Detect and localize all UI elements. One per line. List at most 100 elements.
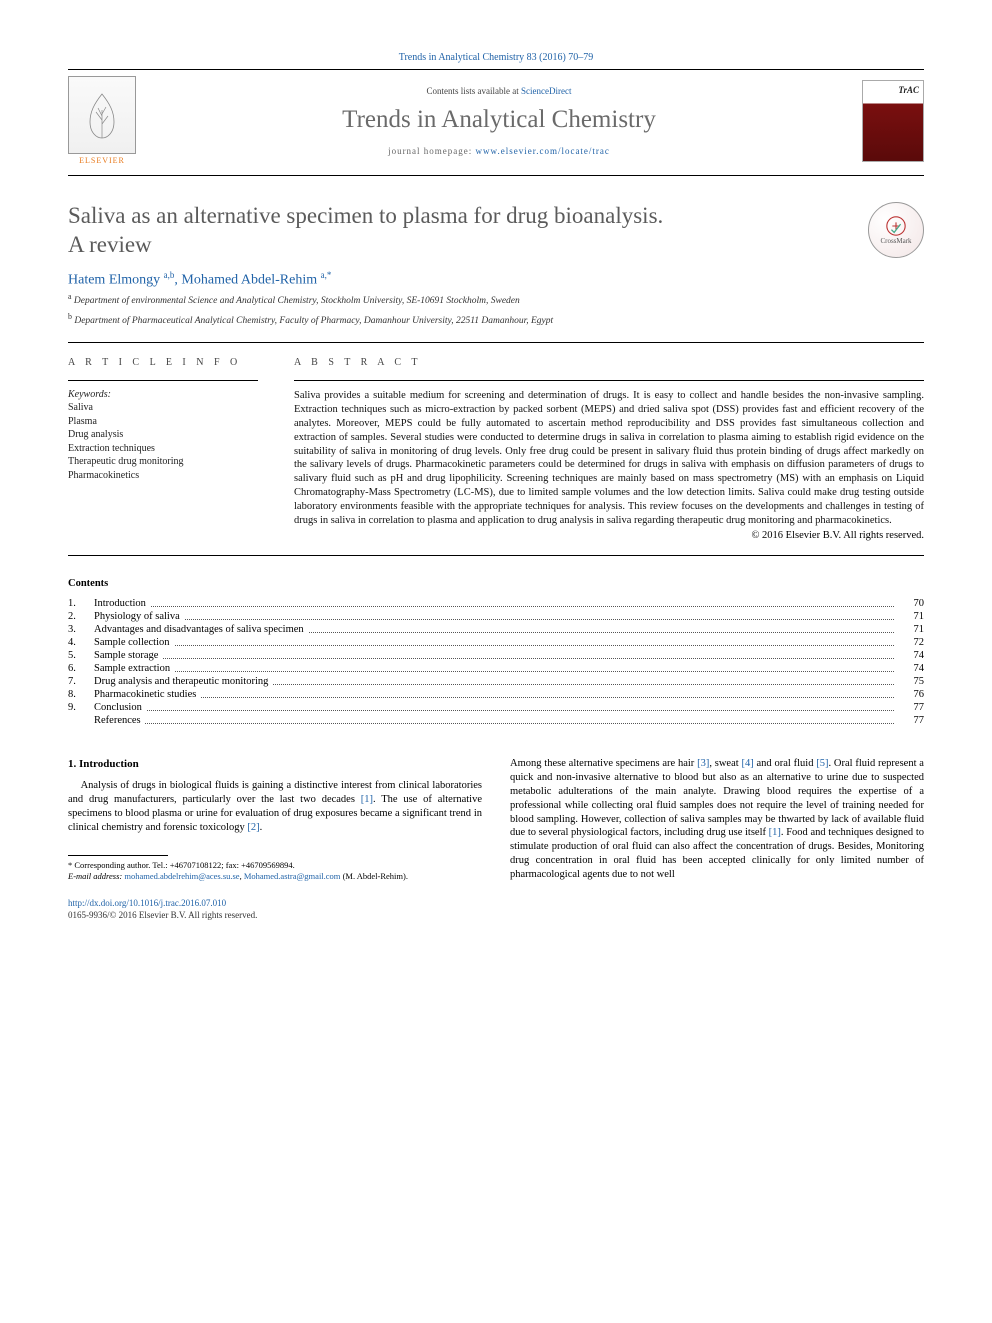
author-list: Hatem Elmongy a,b, Mohamed Abdel-Rehim a… (68, 270, 924, 289)
article-info-head: A R T I C L E I N F O (68, 357, 258, 368)
rule-top (68, 342, 924, 343)
toc-number: 4. (68, 636, 94, 649)
toc-page: 71 (894, 623, 924, 636)
toc-table: 1.Introduction702.Physiology of saliva71… (68, 597, 924, 727)
author-1-affil-marks: a,b (164, 270, 175, 280)
ref-link-5[interactable]: [5] (816, 758, 828, 769)
ref-link-1[interactable]: [1] (361, 794, 373, 805)
abstract-head: A B S T R A C T (294, 357, 924, 368)
toc-row: 8.Pharmacokinetic studies76 (68, 688, 924, 701)
author-1-name: Hatem Elmongy (68, 272, 160, 287)
toc-page: 77 (894, 701, 924, 714)
toc-title[interactable]: Pharmacokinetic studies (94, 688, 894, 701)
homepage-line: journal homepage: www.elsevier.com/locat… (150, 146, 848, 156)
article-title: Saliva as an alternative specimen to pla… (68, 202, 848, 260)
toc-title[interactable]: Sample storage (94, 649, 894, 662)
toc-row: References77 (68, 714, 924, 727)
footnote-separator (68, 855, 168, 856)
toc-title[interactable]: Sample collection (94, 636, 894, 649)
affil-b-text: Department of Pharmaceutical Analytical … (72, 316, 553, 326)
header-center: Contents lists available at ScienceDirec… (150, 86, 848, 156)
abstract-rule (294, 380, 924, 381)
issn-copyright-line: 0165-9936/© 2016 Elsevier B.V. All right… (68, 910, 257, 920)
keyword-item: Extraction techniques (68, 442, 258, 456)
email-tail: (M. Abdel-Rehim). (340, 871, 408, 881)
keyword-item: Plasma (68, 415, 258, 429)
toc-title[interactable]: Introduction (94, 597, 894, 610)
toc-page: 74 (894, 649, 924, 662)
journal-name: Trends in Analytical Chemistry (150, 106, 848, 134)
toc-page: 76 (894, 688, 924, 701)
toc-page: 71 (894, 610, 924, 623)
toc-title[interactable]: References (94, 714, 894, 727)
keywords-label: Keywords: (68, 389, 258, 400)
toc-title[interactable]: Drug analysis and therapeutic monitoring (94, 675, 894, 688)
corresponding-mark: * (327, 270, 332, 280)
contents-block: Contents 1.Introduction702.Physiology of… (68, 578, 924, 727)
toc-page: 72 (894, 636, 924, 649)
affiliation-a: a Department of environmental Science an… (68, 292, 924, 308)
journal-cover-thumbnail: TrAC (862, 80, 924, 162)
info-rule (68, 380, 258, 381)
ref-link-2[interactable]: [2] (247, 822, 259, 833)
contents-prefix: Contents lists available at (427, 86, 521, 96)
email-line: E-mail address: mohamed.abdelrehim@aces.… (68, 871, 482, 882)
doi-link[interactable]: http://dx.doi.org/10.1016/j.trac.2016.07… (68, 898, 226, 908)
toc-number: 3. (68, 623, 94, 636)
affil-a-text: Department of environmental Science and … (72, 296, 520, 306)
ref-link-3[interactable]: [3] (697, 758, 709, 769)
email-link-2[interactable]: Mohamed.astra@gmail.com (244, 871, 341, 881)
keyword-item: Saliva (68, 401, 258, 415)
ref-link-1b[interactable]: [1] (769, 827, 781, 838)
abstract-column: A B S T R A C T Saliva provides a suitab… (294, 345, 924, 541)
keyword-item: Drug analysis (68, 428, 258, 442)
body-column-left: 1. Introduction Analysis of drugs in bio… (68, 757, 482, 922)
toc-number (68, 714, 94, 727)
toc-title[interactable]: Sample extraction (94, 662, 894, 675)
contents-available-line: Contents lists available at ScienceDirec… (150, 86, 848, 96)
toc-title[interactable]: Advantages and disadvantages of saliva s… (94, 623, 894, 636)
body-column-right: Among these alternative specimens are ha… (510, 757, 924, 922)
intro-text-c: . (260, 822, 263, 833)
sciencedirect-link[interactable]: ScienceDirect (521, 86, 571, 96)
col2-text-c: and oral fluid (754, 758, 817, 769)
homepage-url-link[interactable]: www.elsevier.com/locate/trac (476, 146, 610, 156)
ref-link-4[interactable]: [4] (741, 758, 753, 769)
toc-row: 1.Introduction70 (68, 597, 924, 610)
elsevier-logo-block: ELSEVIER (68, 76, 136, 165)
article-info-column: A R T I C L E I N F O Keywords: SalivaPl… (68, 345, 258, 541)
keyword-item: Pharmacokinetics (68, 469, 258, 483)
toc-row: 4.Sample collection72 (68, 636, 924, 649)
affiliation-b: b Department of Pharmaceutical Analytica… (68, 312, 924, 328)
homepage-prefix: journal homepage: (388, 146, 475, 156)
corr-author-line: * Corresponding author. Tel.: +467071081… (68, 860, 482, 871)
article-title-line2: A review (68, 232, 152, 257)
toc-row: 5.Sample storage74 (68, 649, 924, 662)
elsevier-wordmark: ELSEVIER (68, 156, 136, 165)
toc-page: 70 (894, 597, 924, 610)
toc-number: 5. (68, 649, 94, 662)
journal-header: ELSEVIER Contents lists available at Sci… (68, 69, 924, 176)
toc-number: 6. (68, 662, 94, 675)
crossmark-badge[interactable]: CrossMark (868, 202, 924, 258)
toc-row: 3.Advantages and disadvantages of saliva… (68, 623, 924, 636)
keyword-item: Therapeutic drug monitoring (68, 455, 258, 469)
toc-title[interactable]: Conclusion (94, 701, 894, 714)
toc-number: 8. (68, 688, 94, 701)
citation-line: Trends in Analytical Chemistry 83 (2016)… (68, 52, 924, 63)
abstract-text: Saliva provides a suitable medium for sc… (294, 389, 924, 528)
toc-number: 7. (68, 675, 94, 688)
intro-paragraph: Analysis of drugs in biological fluids i… (68, 779, 482, 835)
toc-title[interactable]: Physiology of saliva (94, 610, 894, 623)
toc-row: 6.Sample extraction74 (68, 662, 924, 675)
toc-row: 2.Physiology of saliva71 (68, 610, 924, 623)
article-title-line1: Saliva as an alternative specimen to pla… (68, 203, 663, 228)
toc-page: 75 (894, 675, 924, 688)
elsevier-tree-logo (68, 76, 136, 154)
section-1-title: 1. Introduction (68, 757, 482, 772)
corresponding-footnote: * Corresponding author. Tel.: +467071081… (68, 860, 482, 882)
rule-bottom (68, 555, 924, 556)
toc-number: 2. (68, 610, 94, 623)
email-link-1[interactable]: mohamed.abdelrehim@aces.su.se (124, 871, 239, 881)
col2-text-a: Among these alternative specimens are ha… (510, 758, 697, 769)
